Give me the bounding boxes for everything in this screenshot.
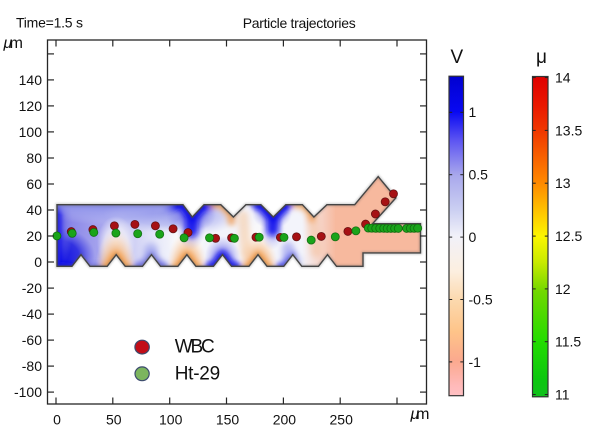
- svg-text:1: 1: [469, 104, 477, 120]
- svg-text:0.5: 0.5: [469, 167, 489, 183]
- svg-text:20: 20: [26, 228, 42, 244]
- svg-text:-0.5: -0.5: [469, 291, 493, 307]
- svg-text:0: 0: [34, 254, 42, 270]
- svg-text:60: 60: [26, 176, 42, 192]
- svg-text:11.5: 11.5: [555, 334, 581, 350]
- svg-text:12: 12: [555, 281, 571, 297]
- svg-text:Time=1.5 s: Time=1.5 s: [16, 14, 83, 30]
- svg-text:-60: -60: [22, 332, 42, 348]
- svg-text:250: 250: [330, 412, 354, 428]
- svg-text:11: 11: [555, 386, 570, 402]
- svg-text:120: 120: [19, 98, 43, 114]
- svg-text:80: 80: [26, 150, 42, 166]
- svg-text:13: 13: [555, 175, 571, 191]
- svg-text:50: 50: [106, 412, 122, 428]
- svg-text:μm: μm: [410, 406, 430, 423]
- svg-text:μ: μ: [536, 47, 547, 68]
- svg-text:V: V: [451, 47, 464, 68]
- svg-text:40: 40: [26, 202, 42, 218]
- svg-text:-20: -20: [22, 280, 42, 296]
- svg-text:0: 0: [469, 229, 477, 245]
- svg-text:-100: -100: [14, 384, 42, 400]
- svg-text:12.5: 12.5: [555, 228, 582, 244]
- svg-text:-40: -40: [22, 306, 42, 322]
- svg-text:Particle trajectories: Particle trajectories: [243, 15, 356, 31]
- svg-text:100: 100: [159, 412, 183, 428]
- svg-text:WBC: WBC: [175, 336, 215, 357]
- svg-text:14: 14: [555, 70, 571, 86]
- svg-text:150: 150: [216, 412, 240, 428]
- svg-text:100: 100: [19, 124, 43, 140]
- svg-text:-1: -1: [469, 354, 482, 370]
- svg-text:Ht-29: Ht-29: [175, 364, 221, 385]
- svg-text:13.5: 13.5: [555, 122, 582, 138]
- svg-text:140: 140: [19, 72, 43, 88]
- svg-text:200: 200: [273, 412, 297, 428]
- svg-text:μm: μm: [3, 35, 24, 52]
- svg-text:-80: -80: [22, 358, 42, 374]
- svg-text:0: 0: [53, 412, 61, 428]
